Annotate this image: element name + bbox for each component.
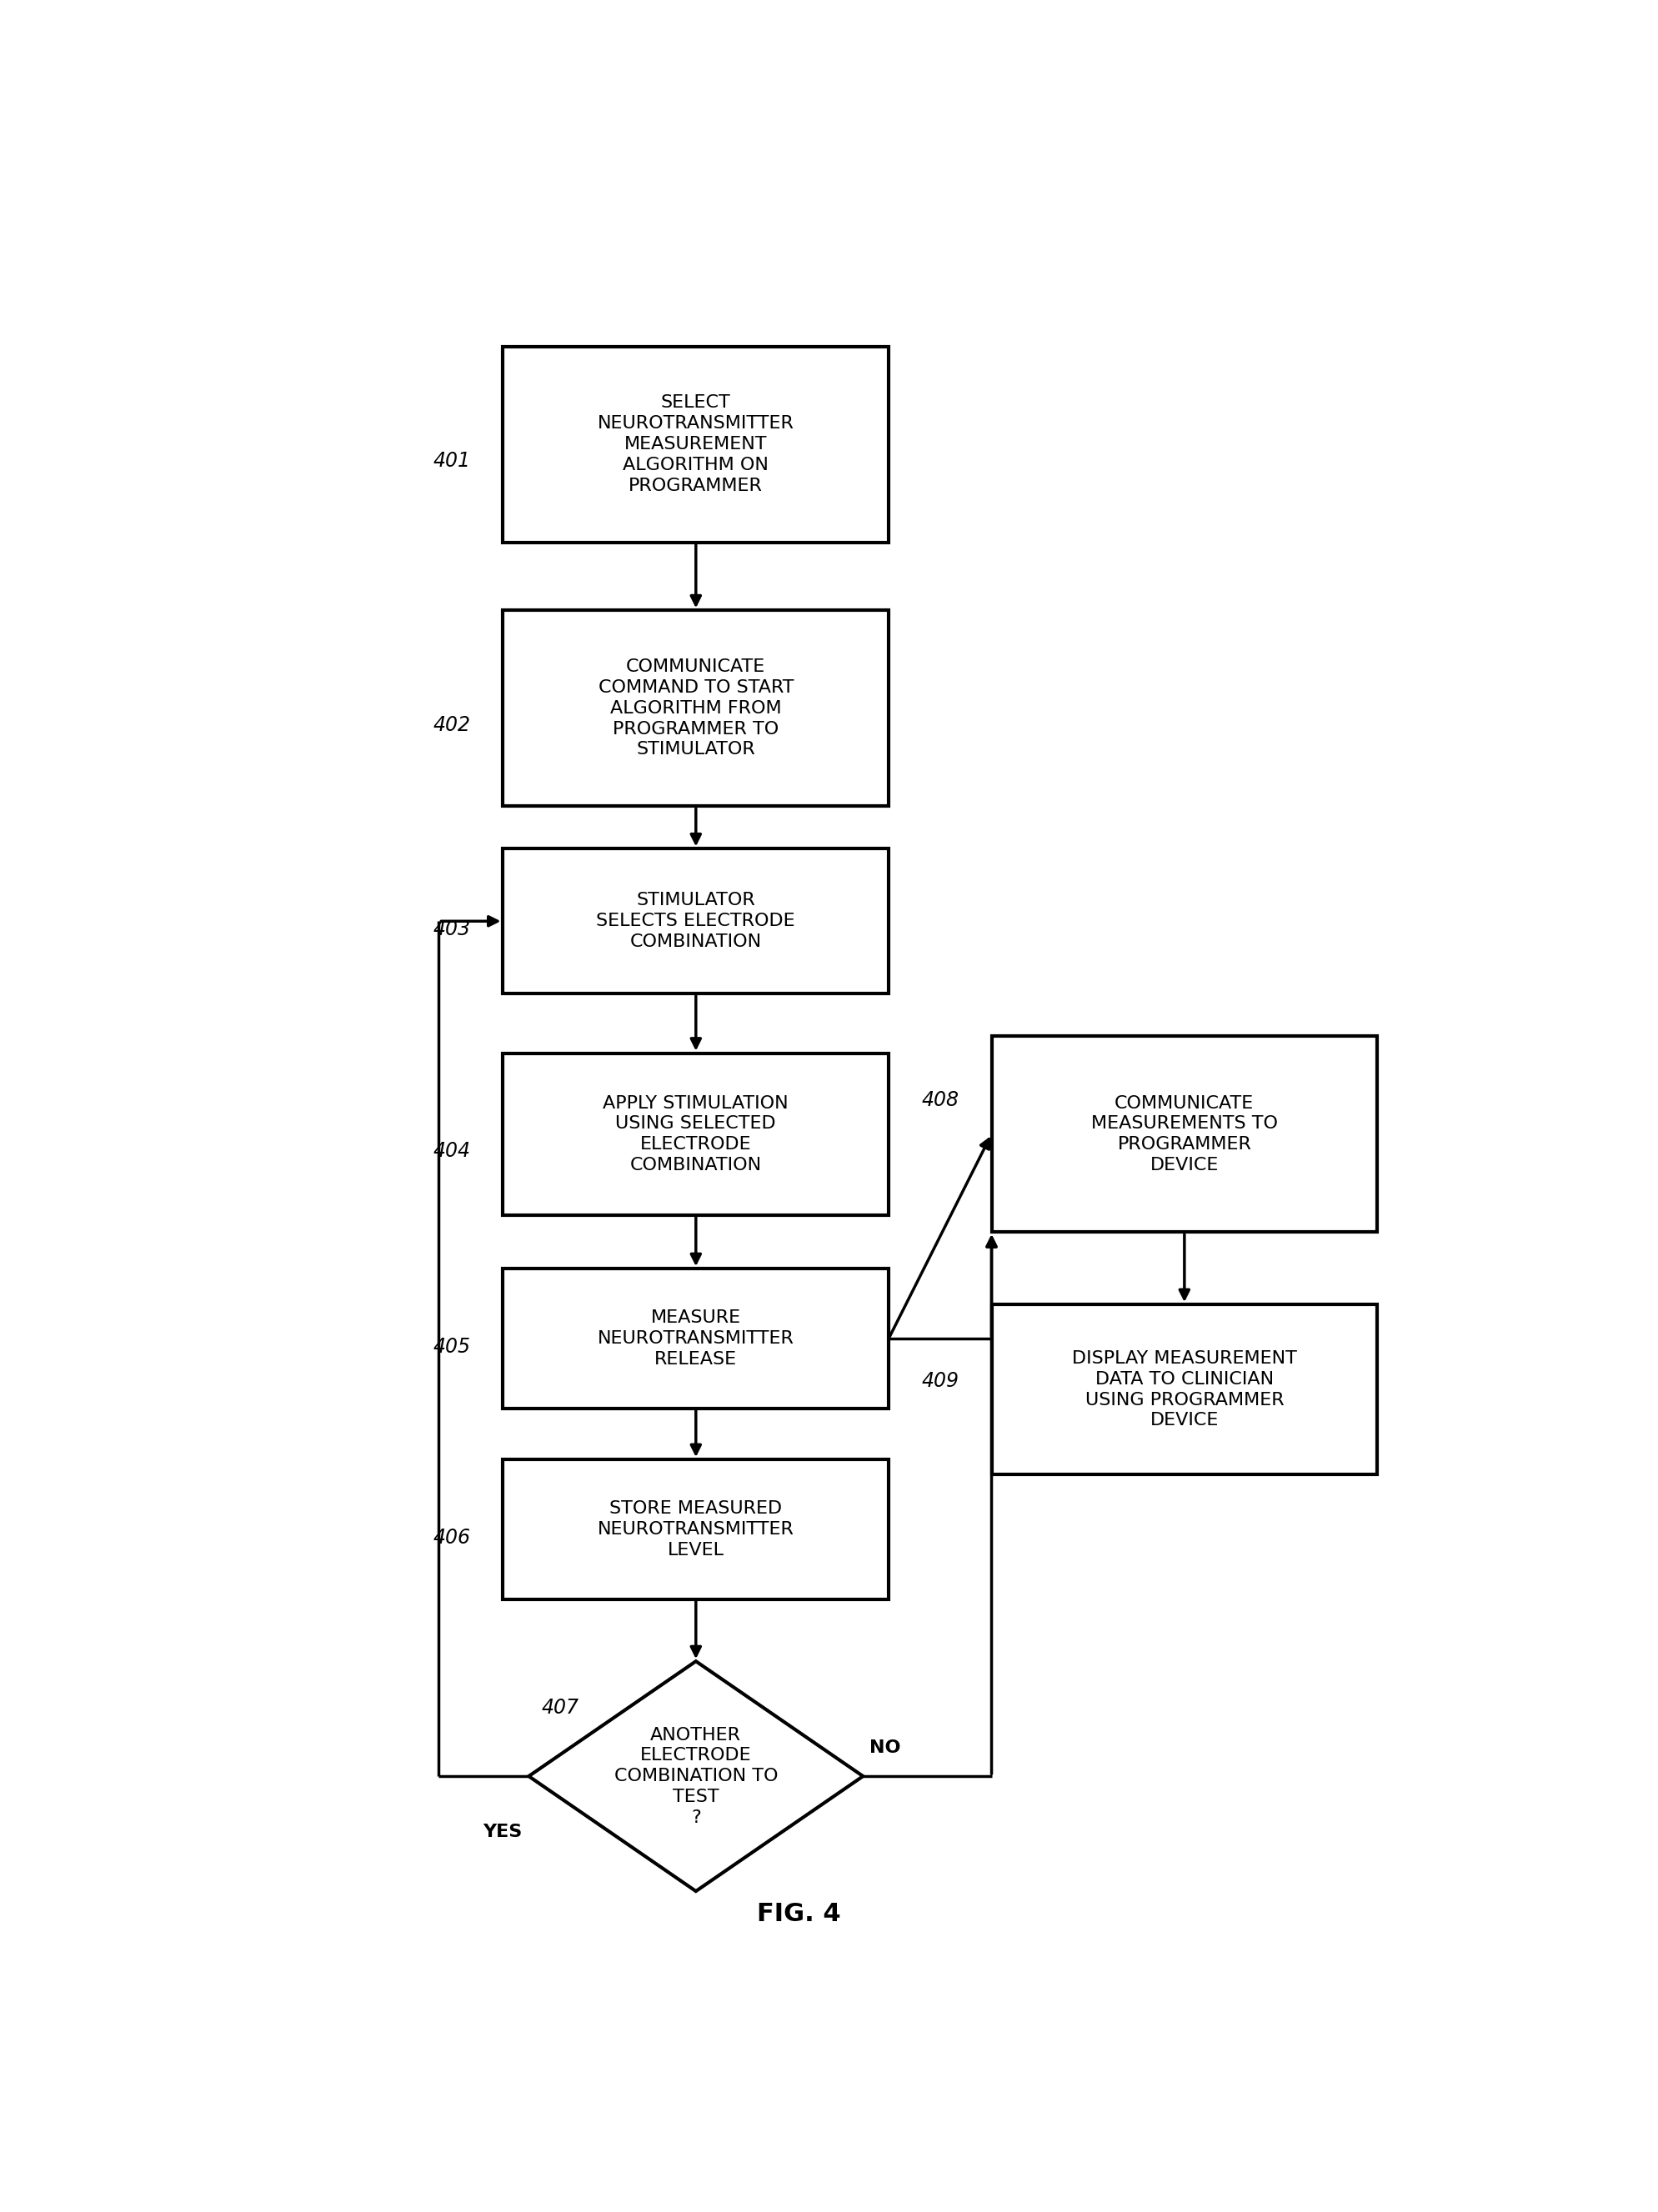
Text: 403: 403 bbox=[433, 920, 471, 940]
Text: 401: 401 bbox=[433, 451, 471, 471]
FancyBboxPatch shape bbox=[991, 1035, 1376, 1232]
Text: 408: 408 bbox=[922, 1091, 958, 1110]
Text: FIG. 4: FIG. 4 bbox=[756, 1902, 841, 1927]
FancyBboxPatch shape bbox=[502, 1053, 889, 1214]
Text: 406: 406 bbox=[433, 1528, 471, 1548]
Text: 409: 409 bbox=[922, 1371, 958, 1391]
Text: 407: 407 bbox=[541, 1699, 579, 1719]
Text: ANOTHER
ELECTRODE
COMBINATION TO
TEST
?: ANOTHER ELECTRODE COMBINATION TO TEST ? bbox=[613, 1728, 778, 1825]
Text: 404: 404 bbox=[433, 1141, 471, 1161]
FancyBboxPatch shape bbox=[502, 1270, 889, 1409]
FancyBboxPatch shape bbox=[502, 849, 889, 993]
Text: APPLY STIMULATION
USING SELECTED
ELECTRODE
COMBINATION: APPLY STIMULATION USING SELECTED ELECTRO… bbox=[604, 1095, 788, 1172]
FancyBboxPatch shape bbox=[991, 1305, 1376, 1475]
Text: 402: 402 bbox=[433, 714, 471, 734]
FancyBboxPatch shape bbox=[502, 1460, 889, 1599]
FancyBboxPatch shape bbox=[502, 347, 889, 542]
Text: NO: NO bbox=[869, 1739, 900, 1756]
Text: STORE MEASURED
NEUROTRANSMITTER
LEVEL: STORE MEASURED NEUROTRANSMITTER LEVEL bbox=[597, 1500, 794, 1557]
Text: STIMULATOR
SELECTS ELECTRODE
COMBINATION: STIMULATOR SELECTS ELECTRODE COMBINATION bbox=[597, 891, 794, 951]
Text: DISPLAY MEASUREMENT
DATA TO CLINICIAN
USING PROGRAMMER
DEVICE: DISPLAY MEASUREMENT DATA TO CLINICIAN US… bbox=[1071, 1349, 1297, 1429]
Text: YES: YES bbox=[482, 1825, 522, 1840]
Text: COMMUNICATE
MEASUREMENTS TO
PROGRAMMER
DEVICE: COMMUNICATE MEASUREMENTS TO PROGRAMMER D… bbox=[1091, 1095, 1277, 1172]
Text: SELECT
NEUROTRANSMITTER
MEASUREMENT
ALGORITHM ON
PROGRAMMER: SELECT NEUROTRANSMITTER MEASUREMENT ALGO… bbox=[597, 394, 794, 493]
Text: MEASURE
NEUROTRANSMITTER
RELEASE: MEASURE NEUROTRANSMITTER RELEASE bbox=[597, 1310, 794, 1367]
Text: 405: 405 bbox=[433, 1336, 471, 1356]
Polygon shape bbox=[529, 1661, 862, 1891]
FancyBboxPatch shape bbox=[502, 611, 889, 805]
Text: COMMUNICATE
COMMAND TO START
ALGORITHM FROM
PROGRAMMER TO
STIMULATOR: COMMUNICATE COMMAND TO START ALGORITHM F… bbox=[599, 659, 793, 759]
